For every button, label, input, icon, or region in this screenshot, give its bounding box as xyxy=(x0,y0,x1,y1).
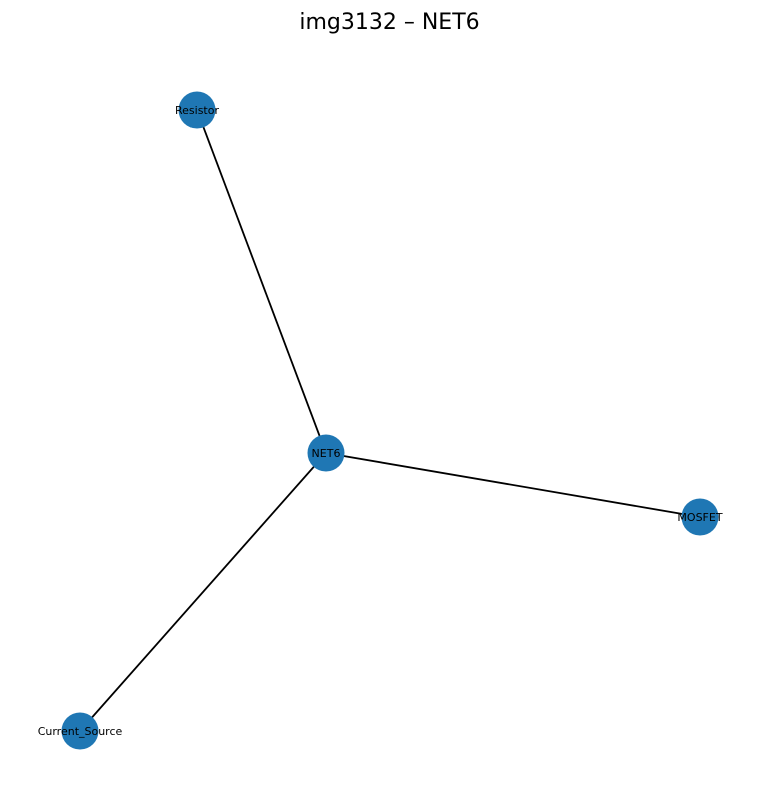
node-mosfet-label: MOSFET xyxy=(677,511,722,524)
node-current-source-label: Current_Source xyxy=(38,725,123,738)
edge-net6-mosfet xyxy=(325,452,701,518)
edges-layer xyxy=(79,109,701,732)
diagram-title: img3132 – NET6 xyxy=(299,10,480,35)
node-net6-label: NET6 xyxy=(312,447,341,460)
node-current-source-circle[interactable] xyxy=(61,712,99,750)
node-mosfet[interactable]: MOSFET xyxy=(677,498,723,536)
node-mosfet-circle[interactable] xyxy=(681,498,719,536)
edge-net6-current-source xyxy=(79,452,327,732)
node-net6[interactable]: NET6 xyxy=(307,434,345,472)
edge-net6-resistor xyxy=(196,109,327,454)
node-resistor-label: Resistor xyxy=(175,104,219,117)
nodes-layer: Resistor NET6 MOSFET Current_Source xyxy=(38,91,723,750)
node-resistor-circle[interactable] xyxy=(178,91,216,129)
node-net6-circle[interactable] xyxy=(307,434,345,472)
node-current-source[interactable]: Current_Source xyxy=(38,712,123,750)
node-resistor[interactable]: Resistor xyxy=(175,91,219,129)
